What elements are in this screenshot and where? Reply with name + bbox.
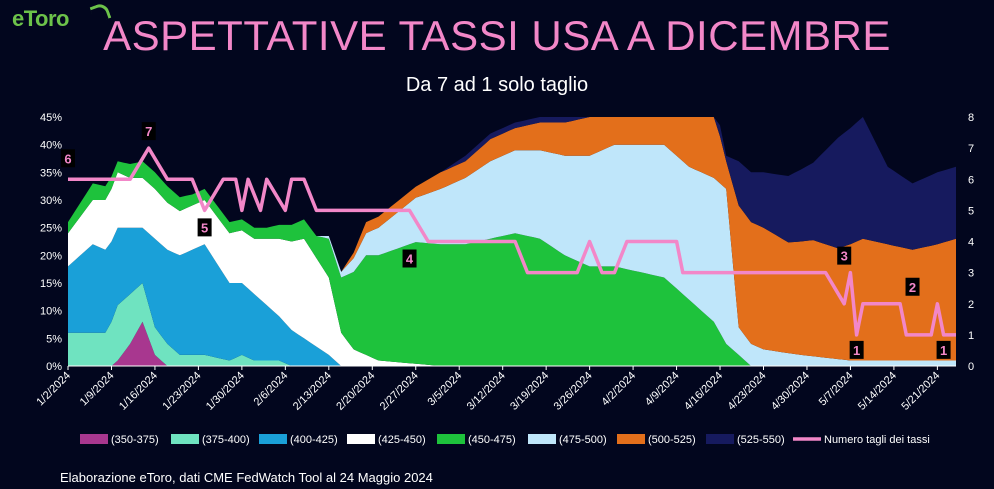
legend-label: (500-525) [648,434,696,446]
legend-label: Numero tagli dei tassi [824,434,930,446]
annotation-label: 3 [841,249,848,264]
rate-cuts-line [68,146,956,337]
annotation-label: 1 [853,343,860,358]
y-right-tick: 5 [968,205,974,217]
y-left-tick: 40% [40,140,62,152]
x-tick-label: 1/9/2024 [78,370,117,409]
legend-swatch [259,434,287,444]
x-tick-label: 2/20/2024 [334,370,377,413]
x-tick-label: 3/12/2024 [465,370,508,413]
legend-label: (475-500) [559,434,607,446]
x-tick-label: 1/23/2024 [160,370,203,413]
x-tick-label: 4/16/2024 [682,370,725,413]
x-axis: 1/2/2024 1/9/2024 1/16/2024 1/23/2024 1/30/2… [34,365,956,413]
annotation-box [905,277,920,296]
logo-text: eToro [12,6,69,31]
x-tick-label: 3/5/2024 [426,370,465,409]
annotation-label: 1 [940,343,947,358]
y-left-tick: 0% [46,361,62,373]
y-axis-right: 0 1 2 3 4 5 6 7 8 [968,112,974,373]
y-left-tick: 5% [46,333,62,345]
legend-swatch [171,434,199,444]
x-tick-label: 5/7/2024 [817,370,856,409]
y-left-tick: 10% [40,306,62,318]
annotation-box [61,149,75,168]
y-right-tick: 6 [968,174,974,186]
x-tick-label: 1/30/2024 [204,370,247,413]
y-right-tick: 3 [968,268,974,280]
area-(400-425) [68,227,956,366]
y-left-tick: 35% [40,167,62,179]
area-(475-500) [68,144,956,366]
etoro-logo: eToro [12,1,112,32]
y-right-tick: 7 [968,143,974,155]
y-right-tick: 1 [968,330,974,342]
annotation-label: 7 [145,124,152,139]
legend-swatch [617,434,645,444]
annotation-label: 6 [64,151,71,166]
annotation-label: 4 [406,252,414,267]
annotations: 6 7 5 4 3 1 2 1 [61,122,951,359]
y-right-tick: 0 [968,361,974,373]
y-right-tick: 4 [968,237,974,249]
area-(525-550) [68,117,956,272]
legend-label: (425-450) [378,434,426,446]
annotation-box [936,340,951,359]
annotation-box [197,218,212,237]
x-tick-label: 4/23/2024 [726,370,769,413]
rate-cuts-path [68,146,956,337]
annotation-box [837,246,852,265]
y-left-tick: 15% [40,278,62,290]
chart-title: ASPETTATIVE TASSI USA A DICEMBRE [103,12,891,59]
y-right-tick: 2 [968,299,974,311]
legend-label: (400-425) [290,434,338,446]
legend-label: (350-375) [111,434,159,446]
x-tick-label: 4/9/2024 [643,370,682,409]
x-tick-label: 5/21/2024 [899,370,942,413]
legend-swatch [528,434,556,444]
y-left-tick: 45% [40,112,62,124]
annotation-box [402,249,417,268]
legend-swatch [437,434,465,444]
x-tick-label: 3/26/2024 [552,370,595,413]
legend-swatch [80,434,108,444]
stacked-areas [68,117,956,366]
y-right-tick: 8 [968,112,974,124]
x-tick-label: 3/19/2024 [508,370,551,413]
annotation-label: 5 [201,220,208,235]
area-(500-525) [68,117,956,361]
x-tick-label: 2/6/2024 [252,370,291,409]
annotation-box [849,340,864,359]
area-(350-375) [68,321,956,366]
area-(450-475) [68,161,956,366]
legend: (350-375) (375-400) (400-425) (425-450) (450… [80,434,930,446]
x-tick-label: 4/2/2024 [599,370,638,409]
legend-label: (375-400) [202,434,250,446]
legend-swatch [347,434,375,444]
x-tick-label: 5/14/2024 [856,370,899,413]
y-left-tick: 30% [40,195,62,207]
chart-subtitle: Da 7 ad 1 solo taglio [405,74,589,96]
x-tick-label: 1/2/2024 [34,370,73,409]
annotation-label: 2 [909,280,916,295]
x-tick-label: 4/30/2024 [769,370,812,413]
source-note: Elaborazione eToro, dati CME FedWatch To… [60,470,433,485]
y-axis-left: 0% 5% 10% 15% 20% 25% 30% 35% 40% 45% [40,112,62,373]
legend-swatch [706,434,734,444]
annotation-box [141,122,156,141]
legend-label: (450-475) [468,434,516,446]
x-tick-label: 2/27/2024 [378,370,421,413]
legend-label: (525-550) [737,434,785,446]
x-tick-label: 2/13/2024 [291,370,334,413]
y-left-tick: 25% [40,223,62,235]
area-(425-450) [68,172,956,366]
x-tick-label: 1/16/2024 [117,370,160,413]
y-left-tick: 20% [40,250,62,262]
